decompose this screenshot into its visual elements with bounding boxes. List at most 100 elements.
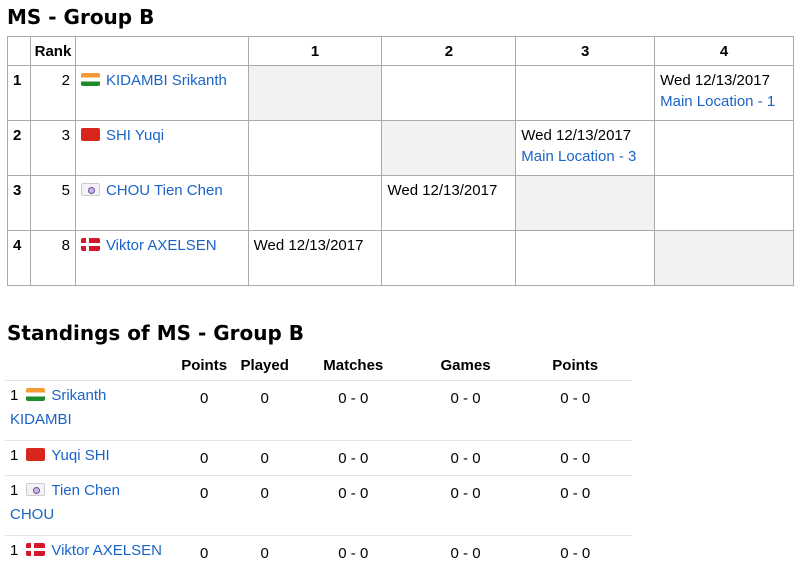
match-cell: [247, 120, 383, 176]
match-cell[interactable]: Wed 12/13/2017: [381, 175, 517, 231]
match-location-link[interactable]: Main Location - 3: [521, 148, 637, 165]
header-game-points: Points: [552, 356, 599, 374]
played: 0: [235, 535, 294, 570]
match-cell: [247, 175, 383, 231]
games: 0 - 0: [412, 535, 519, 570]
header-player: [74, 36, 249, 66]
standings-row: 1 Srikanth KIDAMBI 0 0 0 - 0 0 - 0 0 - 0: [5, 380, 632, 441]
standings-row: 1 Yuqi SHI 0 0 0 - 0 0 - 0 0 - 0: [5, 440, 632, 476]
match-cell: [247, 65, 383, 121]
seed-rank: 2: [29, 65, 76, 121]
header-played: Played: [240, 356, 289, 374]
india-flag-icon: [26, 388, 46, 401]
points: 0: [172, 380, 236, 441]
points: 0: [172, 535, 236, 570]
match-date: Wed 12/13/2017: [387, 182, 498, 199]
header-matches: Matches: [323, 356, 384, 374]
china-flag-icon: [26, 448, 46, 461]
header-col-4: 4: [654, 36, 794, 66]
standings-table: Points Played Matches Games Points 1 Srik…: [5, 350, 632, 570]
chinese-taipei-flag-icon: [26, 483, 46, 496]
draw-row: 3 5 CHOU Tien Chen Wed 12/13/2017: [7, 175, 794, 231]
draw-row: 1 2 KIDAMBI Srikanth Wed 12/13/2017 Main L…: [7, 65, 794, 121]
position: 1: [10, 447, 19, 464]
match-location-link[interactable]: Main Location - 1: [660, 93, 776, 110]
player-link[interactable]: Yuqi SHI: [51, 447, 110, 464]
header-col-3: 3: [515, 36, 656, 66]
player-link[interactable]: Srikanth KIDAMBI: [10, 387, 107, 428]
player-link[interactable]: KIDAMBI Srikanth: [105, 72, 227, 89]
matches: 0 - 0: [293, 440, 413, 476]
match-cell: [381, 230, 517, 286]
match-cell[interactable]: Wed 12/13/2017: [247, 230, 383, 286]
games: 0 - 0: [412, 475, 519, 536]
header-games: Games: [440, 356, 491, 374]
seed-rank: 5: [29, 175, 76, 231]
game-points: 0 - 0: [518, 380, 632, 441]
denmark-flag-icon: [26, 543, 46, 556]
match-cell: [515, 230, 656, 286]
games: 0 - 0: [412, 380, 519, 441]
games: 0 - 0: [412, 440, 519, 476]
player-cell: SHI Yuqi: [74, 120, 249, 176]
header-rank: Rank: [29, 36, 76, 66]
played: 0: [235, 440, 294, 476]
header-blank: [7, 36, 31, 66]
row-index: 1: [7, 65, 31, 121]
row-index: 4: [7, 230, 31, 286]
match-cell: [381, 120, 517, 176]
row-index: 2: [7, 120, 31, 176]
player-cell: KIDAMBI Srikanth: [74, 65, 249, 121]
game-points: 0 - 0: [518, 535, 632, 570]
draw-title: MS - Group B: [7, 5, 155, 29]
match-cell: [515, 175, 656, 231]
denmark-flag-icon: [80, 238, 100, 251]
position: 1: [10, 387, 19, 404]
match-cell[interactable]: Wed 12/13/2017 Main Location - 1: [654, 65, 794, 121]
match-cell[interactable]: Wed 12/13/2017 Main Location - 3: [515, 120, 656, 176]
header-col-2: 2: [381, 36, 517, 66]
player-cell: Viktor AXELSEN: [74, 230, 249, 286]
matches: 0 - 0: [293, 535, 413, 570]
game-points: 0 - 0: [518, 440, 632, 476]
match-cell: [654, 230, 794, 286]
game-points: 0 - 0: [518, 475, 632, 536]
match-date: Wed 12/13/2017: [253, 237, 364, 254]
header-points: Points: [181, 356, 228, 374]
player-link[interactable]: SHI Yuqi: [105, 127, 165, 144]
matches: 0 - 0: [293, 380, 413, 441]
match-date: Wed 12/13/2017: [660, 72, 770, 89]
player-cell: 1 Viktor AXELSEN: [5, 535, 173, 570]
player-link[interactable]: Viktor AXELSEN: [51, 542, 162, 559]
points: 0: [172, 440, 236, 476]
played: 0: [235, 380, 294, 441]
seed-rank: 3: [29, 120, 76, 176]
india-flag-icon: [80, 73, 100, 86]
header-col-1: 1: [247, 36, 383, 66]
player-link[interactable]: Viktor AXELSEN: [105, 237, 217, 254]
draw-row: 4 8 Viktor AXELSEN Wed 12/13/2017: [7, 230, 794, 286]
draw-row: 2 3 SHI Yuqi Wed 12/13/2017 Main Location …: [7, 120, 794, 176]
chinese-taipei-flag-icon: [80, 183, 100, 196]
standings-row: 1 Tien Chen CHOU 0 0 0 - 0 0 - 0 0 - 0: [5, 475, 632, 536]
standings-row: 1 Viktor AXELSEN 0 0 0 - 0 0 - 0 0 - 0: [5, 535, 632, 570]
position: 1: [10, 542, 19, 559]
player-cell: 1 Srikanth KIDAMBI: [5, 380, 173, 441]
player-cell: 1 Yuqi SHI: [5, 440, 173, 476]
position: 1: [10, 482, 19, 499]
draw-table: Rank 1 2 3 4 1 2 KIDAMBI Srikanth Wed 12/…: [7, 36, 794, 286]
player-link[interactable]: CHOU Tien Chen: [105, 182, 223, 199]
standings-title: Standings of MS - Group B: [7, 321, 305, 345]
played: 0: [235, 475, 294, 536]
match-cell: [654, 120, 794, 176]
points: 0: [172, 475, 236, 536]
header-player: [5, 350, 173, 381]
matches: 0 - 0: [293, 475, 413, 536]
player-cell: CHOU Tien Chen: [74, 175, 249, 231]
match-cell: [654, 175, 794, 231]
seed-rank: 8: [29, 230, 76, 286]
player-cell: 1 Tien Chen CHOU: [5, 475, 173, 536]
china-flag-icon: [80, 128, 100, 141]
player-link[interactable]: Tien Chen CHOU: [10, 482, 120, 523]
match-cell: [515, 65, 656, 121]
